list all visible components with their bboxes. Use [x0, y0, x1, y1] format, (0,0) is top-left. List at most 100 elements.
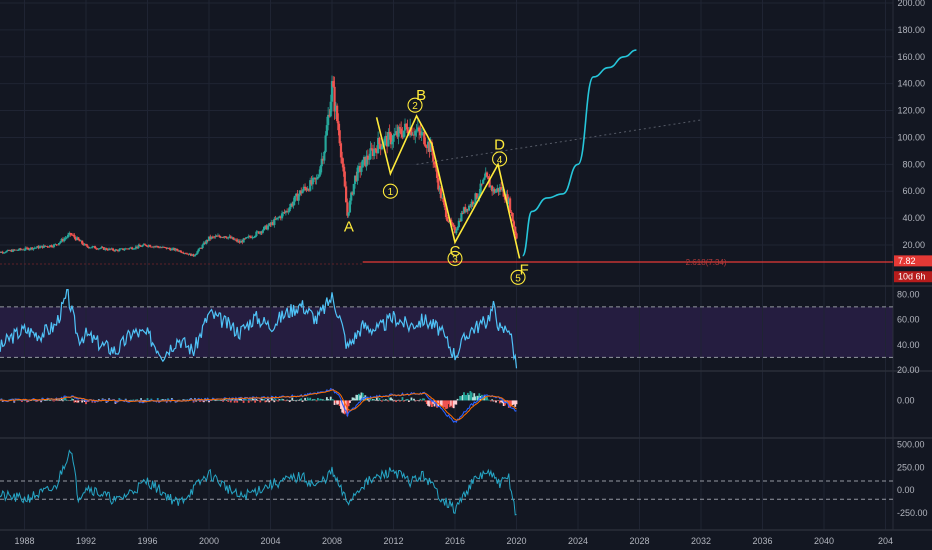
macd-histogram-bar [375, 397, 378, 401]
candle-body [483, 177, 486, 180]
candle-body [370, 148, 373, 150]
time-tick-label: 2000 [199, 536, 219, 546]
candle-body [129, 247, 132, 249]
candle-body [141, 245, 144, 247]
candle-body [334, 105, 337, 112]
candle-body [61, 238, 65, 242]
macd-histogram-bar [454, 400, 456, 405]
cci-pane[interactable] [0, 449, 893, 516]
macd-histogram-bar [311, 399, 314, 401]
macd-histogram-bar [247, 400, 250, 403]
macd-tick-label: 0.00 [897, 395, 915, 405]
candle-body [211, 236, 214, 238]
candle-body [93, 246, 97, 249]
candle-body [107, 248, 111, 251]
candle-body [134, 246, 138, 249]
macd-histogram-bar [270, 397, 273, 401]
candle-body [498, 187, 501, 192]
candle-body [307, 189, 311, 191]
candle-body [277, 217, 280, 219]
candle-body [42, 245, 45, 248]
macd-histogram-bar [384, 399, 387, 401]
macd-histogram-bar [54, 400, 57, 401]
candle-body [151, 246, 154, 248]
price-tag [894, 255, 932, 267]
candle-body [270, 222, 273, 225]
macd-histogram-bar [315, 400, 318, 402]
macd-histogram-bar [214, 400, 217, 402]
macd-histogram-bar [144, 399, 146, 401]
candle-body [328, 114, 331, 117]
candle-body [469, 205, 472, 207]
macd-histogram-bar [374, 400, 377, 401]
candle-body [155, 246, 158, 247]
candle-body [259, 231, 262, 234]
candle-body [337, 121, 340, 131]
macd-histogram-bar [395, 400, 397, 403]
candle-body [132, 248, 135, 250]
candle-body [68, 232, 71, 235]
macd-histogram-bar [323, 399, 326, 401]
candle-body [23, 249, 26, 251]
candle-body [423, 132, 426, 145]
candle-body [40, 245, 43, 247]
macd-histogram-bar [63, 396, 66, 401]
price-axis[interactable]: 200.00 180.00 160.00 140.00 120.00 100.00 80.0… [894, 0, 932, 518]
candle-body [283, 212, 286, 214]
rsi-pane[interactable] [0, 288, 893, 369]
macd-histogram-bar [281, 398, 283, 401]
candle-body [476, 197, 480, 199]
candle-body [355, 175, 358, 181]
macd-histogram-bar [477, 395, 479, 401]
candle-body [306, 189, 309, 191]
candle-body [33, 247, 36, 249]
candle-body [92, 246, 95, 247]
candle-body [278, 216, 281, 218]
macd-histogram-bar [320, 399, 323, 401]
candle-body [480, 183, 484, 185]
macd-histogram-bar [459, 395, 462, 401]
candle-body [72, 235, 75, 236]
price-tick-label: 20.00 [902, 240, 925, 250]
candle-body [195, 253, 198, 256]
time-tick-label: 2012 [383, 536, 403, 546]
macd-histogram-bar [306, 397, 309, 401]
candle-body [437, 178, 440, 190]
candle-body [396, 131, 399, 137]
macd-pane[interactable] [0, 387, 518, 423]
cci-tick-label: 500.00 [897, 440, 925, 450]
candle-body [29, 247, 33, 250]
rsi-tick-label: 40.00 [897, 340, 920, 350]
time-axis[interactable]: 1988 1992 1996 2000 2004 2008 2012 2016 2020 2024… [14, 536, 893, 546]
price-tag-label: 10d 6h [898, 272, 926, 282]
candle-body [314, 177, 317, 180]
macd-histogram-bar [393, 399, 396, 401]
price-tag [894, 271, 932, 283]
macd-histogram-bar [338, 400, 341, 407]
candle-body [163, 246, 166, 248]
macd-histogram-bar [466, 392, 469, 401]
candle-body [384, 135, 387, 139]
candle-body [137, 245, 140, 248]
candle-body [234, 239, 238, 241]
candle-body [224, 236, 227, 238]
candle-body [8, 250, 11, 251]
macd-histogram-bar [450, 400, 453, 406]
candle-body [152, 246, 156, 248]
wave-count-circle [382, 183, 398, 199]
macd-histogram-bar [445, 400, 447, 409]
candle-body [356, 167, 359, 181]
candle-body [254, 235, 257, 238]
macd-histogram-bar [301, 400, 304, 402]
macd-histogram-bar [290, 400, 292, 401]
macd-histogram-bar [36, 400, 39, 402]
macd-histogram-bar [71, 398, 73, 401]
macd-histogram-bar [400, 400, 403, 401]
candle-body [515, 233, 518, 239]
candle-body [473, 202, 476, 205]
macd-histogram-bar [510, 400, 513, 407]
candle-body [18, 248, 21, 251]
macd-histogram-bar [177, 399, 180, 401]
